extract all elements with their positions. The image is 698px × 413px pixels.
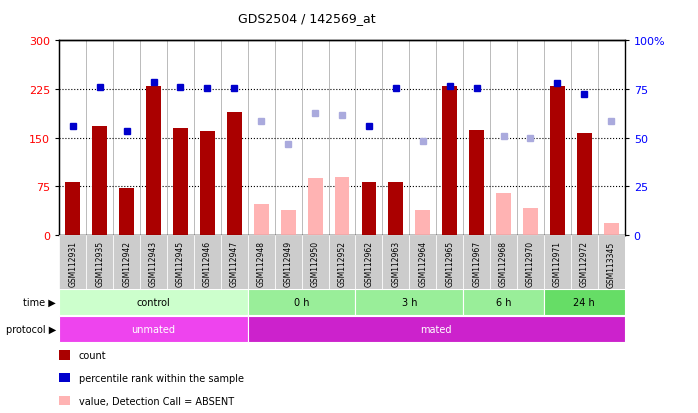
Text: 6 h: 6 h — [496, 297, 512, 308]
Bar — [119, 189, 134, 235]
Bar — [194, 235, 221, 289]
Bar — [329, 235, 355, 289]
Bar — [92, 127, 107, 235]
Bar — [334, 177, 350, 235]
Text: GSM112949: GSM112949 — [283, 241, 292, 287]
Bar — [167, 235, 194, 289]
Bar — [59, 316, 248, 342]
Text: percentile rank within the sample: percentile rank within the sample — [79, 373, 244, 383]
Bar — [355, 235, 383, 289]
Bar — [254, 204, 269, 235]
Bar — [463, 290, 544, 316]
Text: GSM112964: GSM112964 — [418, 241, 427, 287]
Text: GDS2504 / 142569_at: GDS2504 / 142569_at — [238, 12, 376, 25]
Bar — [66, 183, 80, 235]
Bar — [469, 131, 484, 235]
Text: GSM112950: GSM112950 — [311, 241, 320, 287]
Bar — [436, 235, 463, 289]
Text: GSM112968: GSM112968 — [499, 241, 508, 287]
Bar — [146, 87, 161, 235]
Bar — [362, 183, 376, 235]
Bar — [383, 235, 409, 289]
Text: GSM112965: GSM112965 — [445, 241, 454, 287]
Text: GSM113345: GSM113345 — [607, 241, 616, 287]
Bar — [113, 235, 140, 289]
Bar — [140, 235, 167, 289]
Text: GSM112943: GSM112943 — [149, 241, 158, 287]
Text: GSM112971: GSM112971 — [553, 241, 562, 287]
Text: control: control — [137, 297, 170, 308]
Text: 0 h: 0 h — [294, 297, 309, 308]
Text: GSM112970: GSM112970 — [526, 241, 535, 287]
Bar — [275, 235, 302, 289]
Bar — [463, 235, 490, 289]
Text: mated: mated — [420, 324, 452, 335]
Bar — [248, 316, 625, 342]
Bar — [281, 211, 295, 235]
Text: 3 h: 3 h — [401, 297, 417, 308]
Bar — [227, 112, 242, 235]
Bar — [308, 178, 322, 235]
Bar — [409, 235, 436, 289]
Text: unmated: unmated — [131, 324, 176, 335]
Bar — [550, 87, 565, 235]
Bar — [221, 235, 248, 289]
Bar — [571, 235, 597, 289]
Bar — [604, 224, 618, 235]
Bar — [87, 235, 113, 289]
Text: value, Detection Call = ABSENT: value, Detection Call = ABSENT — [79, 396, 234, 406]
Bar — [59, 235, 87, 289]
Text: GSM112972: GSM112972 — [580, 241, 589, 287]
Text: GSM112931: GSM112931 — [68, 241, 77, 287]
Bar — [248, 235, 275, 289]
Bar — [496, 193, 511, 235]
Bar — [490, 235, 517, 289]
Text: time ▶: time ▶ — [23, 297, 56, 308]
Text: GSM112935: GSM112935 — [95, 241, 104, 287]
Bar — [597, 235, 625, 289]
Text: GSM112948: GSM112948 — [257, 241, 266, 287]
Bar — [544, 235, 571, 289]
Text: GSM112946: GSM112946 — [203, 241, 212, 287]
Text: GSM112952: GSM112952 — [338, 241, 346, 287]
Text: GSM112947: GSM112947 — [230, 241, 239, 287]
Bar — [523, 208, 538, 235]
Text: GSM112942: GSM112942 — [122, 241, 131, 287]
Text: protocol ▶: protocol ▶ — [6, 324, 56, 335]
Bar — [415, 211, 430, 235]
Bar — [355, 290, 463, 316]
Text: GSM112945: GSM112945 — [176, 241, 185, 287]
Text: GSM112963: GSM112963 — [392, 241, 401, 287]
Text: count: count — [79, 350, 107, 360]
Bar — [577, 133, 592, 235]
Bar — [389, 183, 403, 235]
Text: GSM112967: GSM112967 — [472, 241, 481, 287]
Bar — [443, 87, 457, 235]
Bar — [517, 235, 544, 289]
Text: GSM112962: GSM112962 — [364, 241, 373, 287]
Text: 24 h: 24 h — [574, 297, 595, 308]
Bar — [248, 290, 355, 316]
Bar — [200, 132, 215, 235]
Bar — [544, 290, 625, 316]
Bar — [302, 235, 329, 289]
Bar — [173, 128, 188, 235]
Bar — [59, 290, 248, 316]
